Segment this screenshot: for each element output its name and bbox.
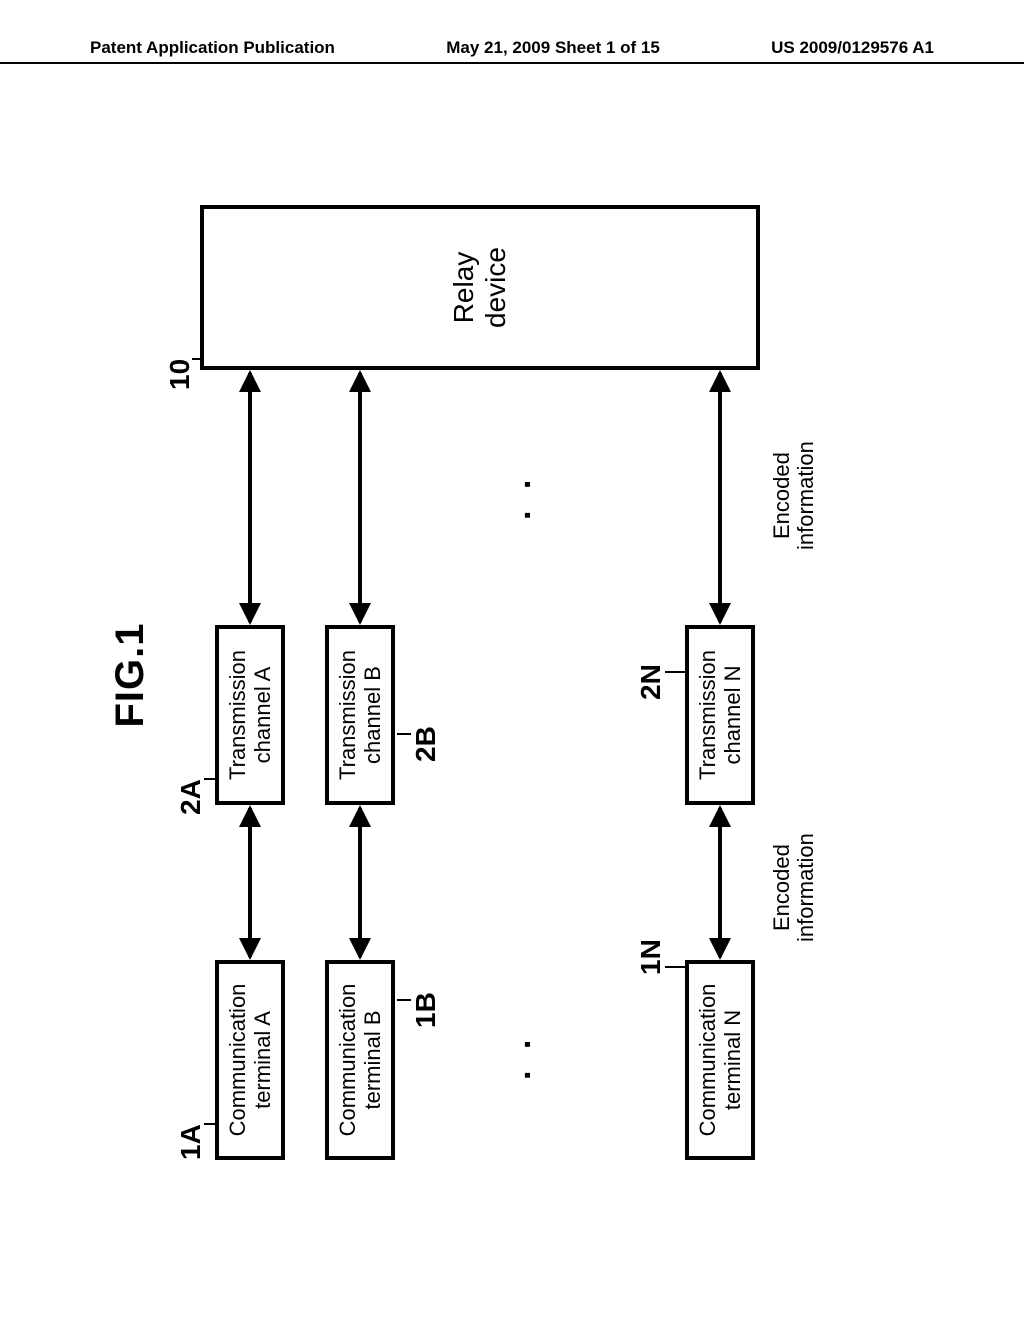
arrow-chan-relay-a	[248, 373, 252, 622]
header-left: Patent Application Publication	[90, 38, 335, 58]
terminal-ellipsis: . .	[500, 1034, 539, 1080]
terminal-n-box: Communicationterminal N	[685, 960, 755, 1160]
channel-a-box: Transmissionchannel A	[215, 625, 285, 805]
channel-b-label: Transmissionchannel B	[335, 650, 386, 780]
header-center: May 21, 2009 Sheet 1 of 15	[446, 38, 660, 58]
channel-b-box: Transmissionchannel B	[325, 625, 395, 805]
leader	[204, 1123, 215, 1125]
terminal-n-label: Communicationterminal N	[695, 984, 746, 1137]
diagram: FIG.1 Communicationterminal A 1A Communi…	[120, 150, 910, 1200]
channel-n-label: Transmissionchannel N	[695, 650, 746, 780]
terminal-n-ref: 1N	[635, 939, 667, 975]
leader	[665, 671, 685, 673]
channel-a-label: Transmissionchannel A	[225, 650, 276, 780]
arrow-chan-relay-b	[358, 373, 362, 622]
terminal-b-label: Communicationterminal B	[335, 984, 386, 1137]
terminal-a-label: Communicationterminal A	[225, 984, 276, 1137]
terminal-a-box: Communicationterminal A	[215, 960, 285, 1160]
leader	[397, 999, 411, 1001]
relay-label: Relay device	[448, 209, 512, 366]
arrow-term-chan-a	[248, 808, 252, 957]
relay-ref: 10	[164, 359, 196, 390]
relay-box: Relay device	[200, 205, 760, 370]
figure-area: FIG.1 Communicationterminal A 1A Communi…	[120, 150, 910, 1200]
channel-n-box: Transmissionchannel N	[685, 625, 755, 805]
header-right: US 2009/0129576 A1	[771, 38, 934, 58]
channel-n-ref: 2N	[635, 664, 667, 700]
leader	[204, 778, 215, 780]
page-header: Patent Application Publication May 21, 2…	[0, 38, 1024, 64]
leader	[665, 966, 685, 968]
header-row: Patent Application Publication May 21, 2…	[0, 38, 1024, 58]
terminal-b-ref: 1B	[410, 992, 442, 1028]
arrow-term-chan-b	[358, 808, 362, 957]
terminal-b-box: Communicationterminal B	[325, 960, 395, 1160]
terminal-a-ref: 1A	[175, 1124, 207, 1160]
channel-b-ref: 2B	[410, 726, 442, 762]
leader	[192, 358, 201, 360]
arrow-term-chan-n	[718, 808, 722, 957]
channel-ellipsis: . .	[500, 474, 539, 520]
arrow-chan-relay-n	[718, 373, 722, 622]
channel-a-ref: 2A	[175, 779, 207, 815]
leader	[397, 733, 411, 735]
caption-right: Encodedinformation	[770, 441, 818, 550]
figure-label: FIG.1	[108, 622, 153, 727]
caption-left: Encodedinformation	[770, 833, 818, 942]
